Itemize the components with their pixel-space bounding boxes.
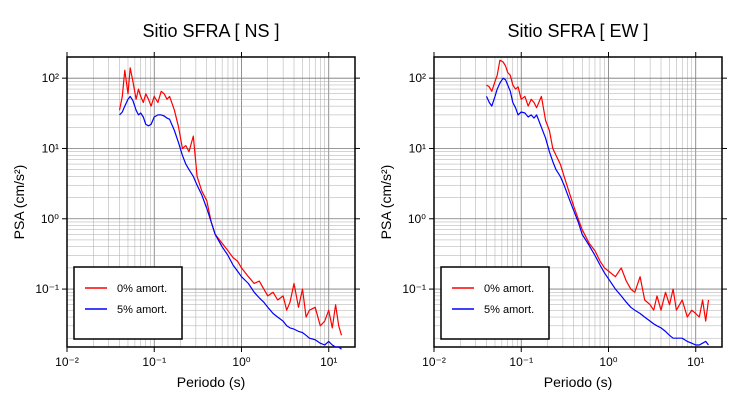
series-line-1	[485, 77, 709, 346]
x-tick-label: 10⁻¹	[142, 355, 166, 369]
y-tick-label: 10²	[42, 71, 59, 85]
chart-title: Sitio SFRA [ NS ]	[142, 21, 279, 41]
legend-box	[73, 266, 183, 340]
plot-frame	[433, 56, 723, 348]
chart-panel-0: 10⁻² 10⁻¹ 10⁰ 10¹ 10⁻¹ 10⁰ 10¹ 10² Sitio SFRA [ …	[11, 21, 360, 390]
x-tick-label: 10⁻²	[422, 355, 446, 369]
y-axis-label: PSA (cm/s²)	[378, 165, 394, 240]
legend: 0% amort. 5% amort.	[440, 266, 550, 340]
y-tick-label: 10⁻¹	[35, 282, 59, 296]
chart-panel-1: 10⁻² 10⁻¹ 10⁰ 10¹ 10⁻¹ 10⁰ 10¹ 10² Sitio SFRA [ …	[378, 21, 727, 390]
series-line-0	[486, 59, 710, 322]
x-tick-label: 10⁻¹	[509, 355, 533, 369]
x-tick-label: 10⁰	[232, 355, 250, 369]
legend: 0% amort. 5% amort.	[73, 266, 183, 340]
x-tick-label: 10¹	[320, 355, 337, 369]
y-tick-label: 10⁰	[408, 212, 426, 226]
x-tick-label: 10⁰	[599, 355, 617, 369]
legend-box	[440, 266, 550, 340]
legend-label: 5% amort.	[117, 304, 167, 316]
series-line-1	[119, 95, 342, 350]
y-tick-label: 10²	[409, 71, 426, 85]
chart-title: Sitio SFRA [ EW ]	[507, 21, 648, 41]
legend-label: 5% amort.	[484, 304, 534, 316]
x-axis-label: Periodo (s)	[177, 374, 245, 390]
plot-frame	[66, 56, 356, 348]
legend-label: 0% amort.	[117, 283, 167, 295]
x-axis-label: Periodo (s)	[544, 374, 612, 390]
y-axis-label: PSA (cm/s²)	[11, 165, 27, 240]
legend-label: 0% amort.	[484, 283, 534, 295]
y-tick-label: 10¹	[409, 141, 426, 155]
x-tick-label: 10¹	[687, 355, 704, 369]
y-tick-label: 10¹	[42, 141, 59, 155]
y-tick-label: 10⁰	[41, 212, 59, 226]
y-tick-label: 10⁻¹	[402, 282, 426, 296]
x-tick-label: 10⁻²	[55, 355, 79, 369]
